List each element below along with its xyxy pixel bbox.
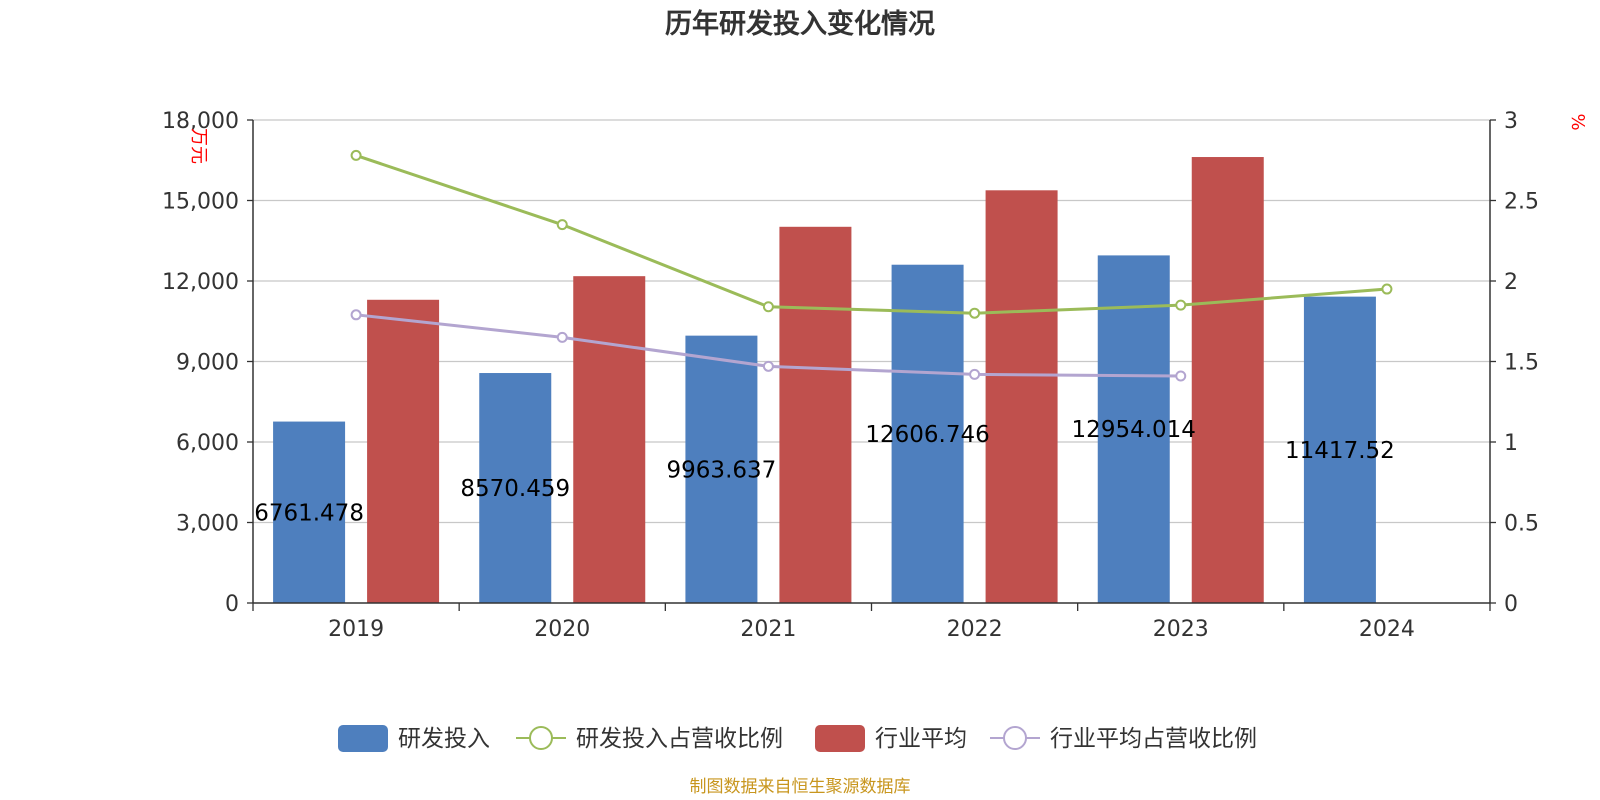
y-left-tick-label: 9,000	[176, 351, 239, 376]
bar	[779, 226, 852, 603]
bar	[479, 373, 552, 603]
legend-label: 行业平均	[875, 726, 967, 752]
bar-data-label: 8570.459	[460, 476, 570, 502]
y-left-tick-label: 3,000	[176, 512, 239, 537]
bar	[891, 264, 964, 603]
axes: 03,0006,0009,00012,00015,00018,00000.511…	[162, 109, 1539, 642]
legend-item: 行业平均占营收比例	[990, 726, 1257, 752]
line-point	[556, 219, 568, 231]
y-right-tick-label: 3	[1504, 109, 1518, 134]
legend-label: 行业平均占营收比例	[1050, 726, 1257, 752]
x-tick-label: 2019	[328, 617, 384, 642]
line-point	[969, 368, 981, 380]
bar	[1303, 296, 1376, 603]
y-left-tick-label: 0	[225, 592, 239, 617]
legend-swatch-marker	[529, 726, 553, 750]
series-line	[355, 153, 1388, 315]
y-right-tick-label: 2.5	[1504, 190, 1539, 215]
series-lines	[350, 149, 1393, 382]
legend-item: 研发投入占营收比例	[516, 726, 783, 752]
line-point	[350, 309, 362, 321]
x-tick-label: 2022	[947, 617, 1003, 642]
y-right-tick-label: 0.5	[1504, 512, 1539, 537]
legend-label: 研发投入	[398, 726, 490, 752]
line-point	[969, 307, 981, 319]
bar-data-label: 12606.746	[865, 422, 989, 448]
y-right-tick-label: 0	[1504, 592, 1518, 617]
y-left-tick-label: 15,000	[162, 190, 239, 215]
legend: 研发投入 研发投入占营收比例 行业平均 行业平均占营收比例	[338, 725, 1257, 752]
y-right-tick-label: 1.5	[1504, 351, 1539, 376]
y-left-tick-label: 6,000	[176, 431, 239, 456]
chart-title: 历年研发投入变化情况	[665, 8, 935, 40]
y-axis-right-label: %	[1567, 113, 1588, 130]
legend-swatch-marker	[1003, 726, 1027, 750]
legend-label: 研发投入占营收比例	[576, 726, 783, 752]
legend-item: 行业平均	[815, 725, 967, 752]
legend-swatch	[338, 725, 388, 752]
line-point	[762, 301, 774, 313]
source-note: 制图数据来自恒生聚源数据库	[690, 777, 911, 797]
bar	[985, 190, 1058, 603]
y-right-tick-label: 2	[1504, 270, 1518, 295]
bar-data-label: 12954.014	[1072, 417, 1196, 443]
bar	[273, 421, 346, 603]
bars	[273, 157, 1376, 603]
bar-data-label: 11417.52	[1285, 438, 1395, 464]
bar	[685, 335, 758, 603]
line-point	[1175, 299, 1187, 311]
bar	[573, 276, 646, 603]
line-point	[762, 360, 774, 372]
bar-data-label: 6761.478	[254, 500, 364, 526]
y-left-tick-label: 18,000	[162, 109, 239, 134]
y-axis-left-label: 万元	[188, 128, 209, 164]
bar	[1097, 255, 1170, 603]
bar	[367, 299, 440, 603]
y-left-tick-label: 12,000	[162, 270, 239, 295]
grid-lines	[253, 119, 1490, 524]
x-tick-label: 2023	[1153, 617, 1209, 642]
x-tick-label: 2024	[1359, 617, 1415, 642]
legend-swatch	[815, 725, 865, 752]
legend-item: 研发投入	[338, 725, 490, 752]
line-point	[1175, 370, 1187, 382]
x-tick-label: 2021	[740, 617, 796, 642]
x-tick-label: 2020	[534, 617, 590, 642]
line-point	[350, 149, 362, 161]
y-right-tick-label: 1	[1504, 431, 1518, 456]
line-point	[556, 331, 568, 343]
data-labels: 6761.478 8570.459 9963.637 12606.746 12954.0…	[254, 417, 1395, 526]
bar-data-label: 9963.637	[667, 457, 777, 483]
line-point	[1381, 283, 1393, 295]
bar	[1191, 157, 1264, 603]
